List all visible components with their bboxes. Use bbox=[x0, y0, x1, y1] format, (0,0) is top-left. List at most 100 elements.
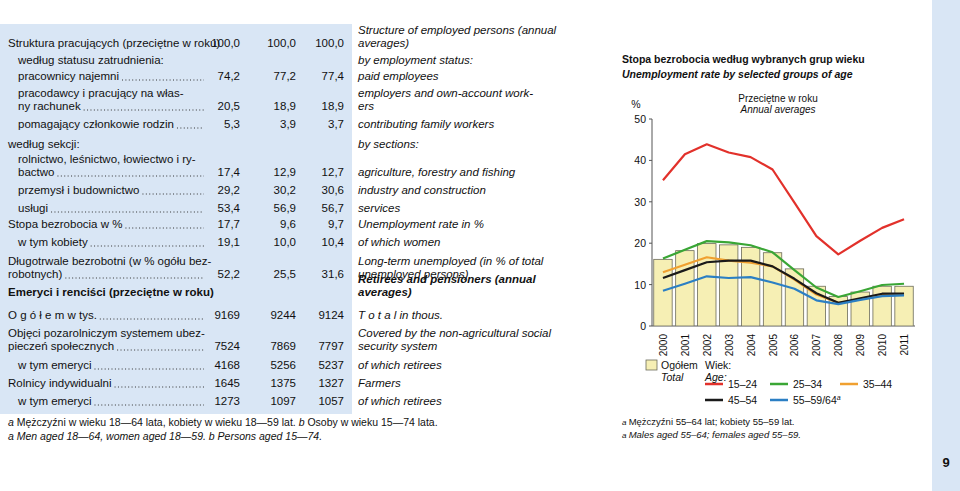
row-label-en: by employment status: bbox=[358, 54, 473, 66]
y-tick-label: 50 bbox=[634, 113, 646, 125]
row-label-pl: Rolnicy indywidualni bbox=[8, 377, 112, 389]
row-label-en: Unemployment rate in % bbox=[358, 218, 484, 230]
table-value: 7797 bbox=[318, 340, 344, 352]
legend-swatch bbox=[646, 360, 657, 370]
table-value: 29,2 bbox=[218, 184, 240, 196]
y-axis-label: % bbox=[631, 98, 640, 110]
table-value: 18,9 bbox=[274, 100, 296, 112]
table-value: 56,9 bbox=[274, 202, 296, 214]
row-label-en: Long-term unemployed (in % of total bbox=[358, 255, 544, 267]
legend-name: 35–44 bbox=[863, 378, 892, 390]
table-value: 77,4 bbox=[322, 70, 345, 82]
legend-label: 15–24 bbox=[728, 378, 757, 390]
row-label-pl: robotnych) bbox=[8, 268, 63, 280]
row-label-en: Covered by the non-agricultural social bbox=[358, 327, 551, 339]
row-label-pl: Objęci pozarolniczym systemem ubez- bbox=[8, 327, 205, 339]
bar bbox=[785, 269, 803, 326]
legend-label: 25–34 bbox=[793, 378, 822, 390]
row-label-en: employers and own-account work- bbox=[358, 87, 533, 99]
table-value: 52,2 bbox=[218, 268, 240, 280]
row-label-pl: rolnictwo, leśnictwo, łowiectwo i ry- bbox=[18, 153, 196, 165]
x-tick-label: 2001 bbox=[680, 334, 691, 357]
series-line bbox=[663, 241, 904, 297]
table-value: 3,7 bbox=[328, 118, 344, 130]
table-value: 20,5 bbox=[218, 100, 240, 112]
legend-line bbox=[705, 399, 723, 402]
row-label-pl: bactwo bbox=[18, 166, 54, 178]
legend-line bbox=[705, 383, 723, 386]
dot-leader bbox=[57, 176, 204, 177]
legend-label-en: Total bbox=[661, 371, 684, 383]
row-label-pl: pracownicy najemni bbox=[18, 70, 119, 82]
footnote-text: Persons aged 15—74. bbox=[218, 430, 323, 442]
footnote-mark: b bbox=[206, 430, 218, 442]
dot-leader bbox=[94, 405, 204, 406]
row-label-pl: Stopa bezrobocia w % bbox=[8, 218, 122, 230]
chart: Stopa bezrobocia według wybranych grup w… bbox=[622, 53, 915, 440]
chart-title: Stopa bezrobocia według wybranych grup w… bbox=[622, 53, 865, 65]
row-label-pl: pieczeń społecznych bbox=[8, 340, 114, 352]
chart-title-en: Unemployment rate by selected groups of … bbox=[622, 68, 853, 80]
series-line bbox=[663, 144, 904, 254]
x-tick-label: 2011 bbox=[899, 334, 910, 356]
table-value: 1375 bbox=[270, 377, 296, 389]
bar bbox=[698, 244, 716, 326]
bar bbox=[720, 245, 738, 326]
legend-line bbox=[770, 399, 788, 402]
row-label-en: of which women bbox=[358, 236, 440, 248]
table-value: 100,0 bbox=[315, 37, 344, 49]
table-value: 53,4 bbox=[218, 202, 241, 214]
legend-name: 15–24 bbox=[728, 378, 757, 390]
row-label-en: averages) bbox=[358, 286, 412, 298]
footnote-text: Males aged 55–64; females aged 55–59. bbox=[629, 429, 801, 440]
x-tick-label: 2006 bbox=[789, 334, 800, 357]
plot-area bbox=[654, 144, 913, 326]
chart-subtitle-en: Annual averages bbox=[739, 104, 815, 115]
table-value: 5,3 bbox=[224, 118, 240, 130]
x-tick-label: 2008 bbox=[833, 334, 844, 357]
dot-leader bbox=[91, 246, 204, 247]
row-label-pl: w tym emeryci bbox=[17, 395, 91, 407]
table-value: 1645 bbox=[214, 377, 240, 389]
legend-label: 35–44 bbox=[863, 378, 892, 390]
footnote-text: Mężczyźni 55–64 lat; kobiety 55–59 lat. bbox=[629, 416, 795, 427]
dot-leader bbox=[84, 110, 204, 111]
legend-title: Wiek: bbox=[705, 359, 731, 371]
page-number: 9 bbox=[942, 455, 949, 470]
row-label-pl: w tym emeryci bbox=[17, 359, 91, 371]
x-tick-label: 2007 bbox=[811, 334, 822, 357]
table-value: 9169 bbox=[214, 309, 240, 321]
table-value: 3,9 bbox=[280, 118, 296, 130]
chart-subtitle: Przeciętne w roku bbox=[738, 93, 817, 104]
row-label-en: T o t a l in thous. bbox=[358, 309, 443, 321]
table-value: 1327 bbox=[318, 377, 344, 389]
footnote-mark: a bbox=[622, 431, 629, 440]
table-footnote: a Mężczyźni w wieku 18—64 lata, kobiety … bbox=[8, 416, 438, 428]
row-label-pl: przemysł i budownictwo bbox=[18, 184, 139, 196]
row-label-en: services bbox=[358, 202, 400, 214]
footnote-mark: a bbox=[8, 416, 17, 428]
row-label-en: agriculture, forestry and fishing bbox=[358, 166, 516, 178]
legend: OgółemTotal15–2425–3435–4445–5455–59/64a… bbox=[646, 359, 892, 406]
table-value: 74,2 bbox=[218, 70, 240, 82]
table-value: 4168 bbox=[214, 359, 240, 371]
table-value: 12,9 bbox=[274, 166, 296, 178]
table-value: 10,0 bbox=[274, 236, 296, 248]
table-value: 100,0 bbox=[267, 37, 296, 49]
dot-leader bbox=[142, 194, 204, 195]
legend-name: 45–54 bbox=[728, 394, 757, 406]
row-label-pl: ny rachunek bbox=[18, 100, 81, 112]
table-background bbox=[0, 24, 352, 414]
series-line bbox=[663, 261, 904, 303]
row-label-pl: Długotrwale bezrobotni (w % ogółu bez- bbox=[8, 255, 211, 267]
row-label-en: ers bbox=[358, 100, 374, 112]
table-value: 1273 bbox=[214, 395, 240, 407]
footnote-mark: a bbox=[8, 430, 17, 442]
y-axis bbox=[652, 119, 653, 326]
row-label-en: of which retirees bbox=[358, 395, 442, 407]
legend-label: 55–59/64a bbox=[793, 394, 841, 406]
x-tick-label: 2010 bbox=[877, 334, 888, 357]
bar bbox=[895, 286, 913, 326]
footnote-text: Osoby w wieku 15—74 lata. bbox=[307, 416, 437, 428]
table-value: 12,7 bbox=[322, 166, 344, 178]
